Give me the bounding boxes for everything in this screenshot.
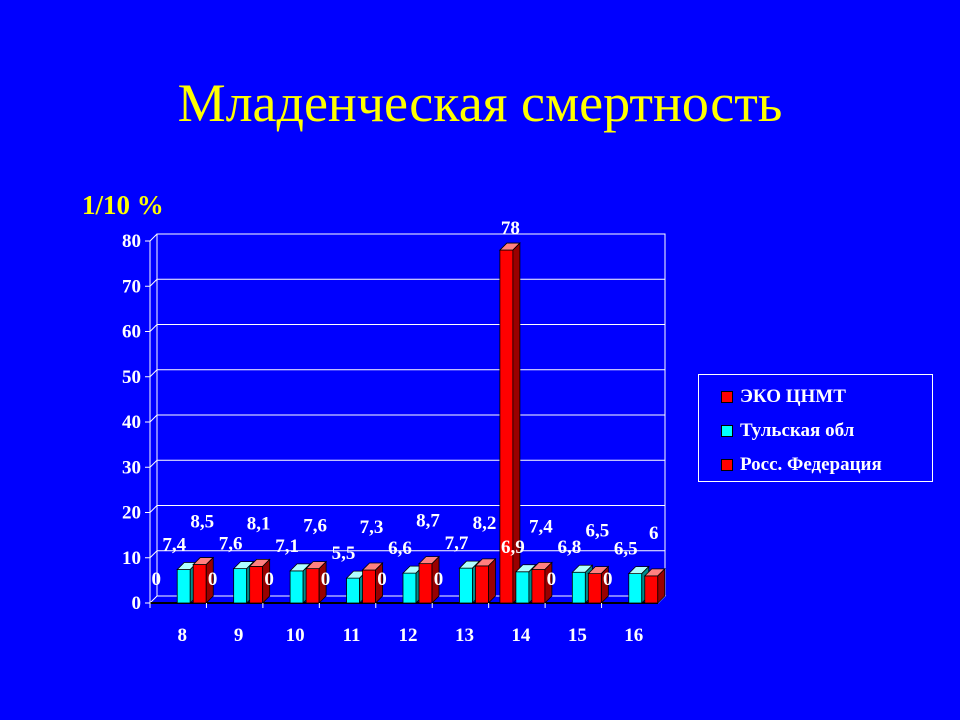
legend-item-tula: Тульская обл <box>721 420 855 441</box>
bar <box>289 570 304 604</box>
y-tick-label: 30 <box>122 457 141 478</box>
bar <box>362 569 376 604</box>
bar-side <box>262 558 271 604</box>
gridline-side <box>149 505 158 513</box>
y-tick-label: 70 <box>122 276 141 297</box>
y-tick-label: 20 <box>122 503 141 524</box>
chart-legend: ЭКО ЦНМТ Тульская обл Росс. Федерация <box>698 374 933 482</box>
x-tick-label: 12 <box>399 625 418 646</box>
legend-label-tula: Тульская обл <box>740 420 855 441</box>
data-label: 8,7 <box>416 511 440 532</box>
data-label: 7,4 <box>529 517 553 538</box>
data-label: 0 <box>264 569 274 590</box>
data-label: 7,3 <box>360 517 384 538</box>
data-label: 6,5 <box>585 521 609 542</box>
data-label: 7,1 <box>275 536 299 557</box>
x-tick-label: 11 <box>343 625 361 646</box>
bar <box>459 567 473 604</box>
data-label: 6,5 <box>614 539 638 560</box>
data-label: 0 <box>208 569 218 590</box>
gridline-side <box>149 278 158 287</box>
legend-label-eko: ЭКО ЦНМТ <box>740 386 846 407</box>
bar <box>531 569 546 604</box>
legend-swatch-eko <box>721 391 733 403</box>
bar-side <box>375 562 383 604</box>
bar <box>644 575 659 604</box>
data-label: 0 <box>321 569 331 590</box>
data-label: 78 <box>501 218 520 239</box>
y-axis-unit-label: 1/10 % <box>82 190 164 220</box>
gridline-side <box>149 369 158 378</box>
data-label: 8,2 <box>473 513 497 534</box>
legend-item-russia: Росс. Федерация <box>721 454 882 475</box>
bar <box>515 571 530 604</box>
data-label: 6 <box>649 523 659 544</box>
bar <box>571 571 586 604</box>
y-tick-label: 50 <box>122 367 141 388</box>
bar <box>249 565 264 604</box>
x-tick-label: 10 <box>286 625 305 646</box>
data-label: 7,4 <box>162 535 186 556</box>
data-label: 8,1 <box>247 513 271 534</box>
y-tick-label: 80 <box>122 231 141 252</box>
x-tick-label: 13 <box>455 625 474 646</box>
x-tick-label: 16 <box>624 625 643 646</box>
data-label: 7,6 <box>219 534 243 555</box>
bar-side <box>657 567 666 604</box>
bar <box>192 564 207 604</box>
chart-title: Младенческая смертность <box>177 73 783 133</box>
bar-side <box>544 561 553 604</box>
bar <box>176 569 191 604</box>
gridline-side <box>149 414 158 423</box>
data-label: 8,5 <box>190 512 214 533</box>
data-label: 6,9 <box>501 537 525 558</box>
bar-side <box>600 565 609 604</box>
gridline-side <box>149 550 158 559</box>
legend-swatch-tula <box>721 425 733 437</box>
data-label: 7,6 <box>303 516 327 537</box>
data-label: 0 <box>603 569 613 590</box>
bar-side <box>205 556 214 604</box>
bar <box>233 568 248 604</box>
bar <box>628 573 643 604</box>
y-tick-label: 40 <box>122 412 141 433</box>
x-tick-label: 9 <box>234 625 244 646</box>
bar <box>418 563 433 604</box>
x-tick-label: 8 <box>177 625 187 646</box>
bar-side <box>431 555 440 604</box>
data-label: 7,7 <box>445 533 469 554</box>
bar <box>402 572 417 604</box>
legend-swatch-russia <box>721 459 733 471</box>
x-tick-label: 14 <box>511 625 531 646</box>
gridline-side <box>149 233 158 242</box>
bar <box>475 565 489 604</box>
bar-side <box>318 560 327 604</box>
bar <box>346 577 360 604</box>
gridline-side <box>149 324 158 332</box>
data-label: 5,5 <box>332 543 356 564</box>
bar <box>587 573 602 604</box>
data-label: 0 <box>434 569 444 590</box>
bar <box>305 568 320 604</box>
data-label: 0 <box>377 569 387 590</box>
data-label: 6,6 <box>388 538 412 559</box>
bar-side <box>488 557 496 604</box>
legend-item-eko: ЭКО ЦНМТ <box>721 386 846 407</box>
x-tick-label: 15 <box>568 625 587 646</box>
y-tick-label: 10 <box>122 548 141 569</box>
y-tick-label: 0 <box>132 593 142 614</box>
y-tick-label: 60 <box>122 322 141 343</box>
data-label: 0 <box>151 569 161 590</box>
gridline-side <box>149 459 158 468</box>
legend-label-russia: Росс. Федерация <box>740 454 882 475</box>
data-label: 6,8 <box>557 537 581 558</box>
data-label: 0 <box>547 569 557 590</box>
